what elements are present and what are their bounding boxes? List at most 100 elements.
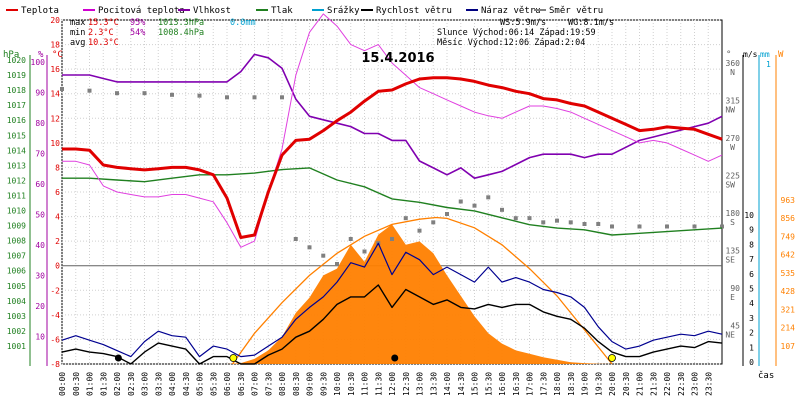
dir-tick-value: 180	[726, 209, 741, 218]
ms-tick-label: 8	[749, 240, 754, 249]
x-tick-label: 00:30	[72, 372, 81, 396]
hpa-tick-label: 1005	[7, 282, 26, 291]
pct-tick-label: 10	[35, 333, 45, 342]
x-tick-label: 07:00	[251, 372, 260, 396]
temp-tick-label: 20	[50, 16, 60, 25]
x-tick-label: 01:00	[86, 372, 95, 396]
series-feels-like	[62, 13, 723, 248]
temp-tick-label: 10	[50, 139, 60, 148]
x-tick-label: 13:30	[429, 372, 438, 396]
ms-tick-label: 7	[749, 255, 754, 264]
series-temperature	[62, 76, 723, 239]
w-axis-label: W	[778, 50, 784, 60]
x-tick-label: 05:30	[209, 372, 218, 396]
hpa-tick-label: 1010	[7, 207, 26, 216]
hpa-tick-label: 1002	[7, 327, 26, 336]
w-tick-label: 214	[781, 324, 796, 333]
x-tick-label: 17:00	[526, 372, 535, 396]
temp-axis-label: °C	[52, 50, 63, 60]
mm-axis-label: mm	[760, 50, 770, 59]
x-tick-label: 15:00	[471, 372, 480, 396]
legend-label: Vlhkost	[193, 6, 231, 16]
x-tick-label: 04:00	[168, 372, 177, 396]
x-tick-label: 14:30	[457, 372, 466, 396]
stats-pressure: 1008.4hPa	[158, 28, 204, 38]
temp-tick-label: 12	[50, 114, 60, 123]
stats-humidity: 95%	[130, 18, 145, 28]
wind-direction-point	[348, 237, 353, 241]
hpa-tick-label: 1006	[7, 267, 26, 276]
wind-direction-point	[445, 212, 449, 216]
stats-humidity: 54%	[130, 28, 145, 38]
hpa-tick-label: 1012	[7, 176, 26, 185]
series-pressure	[62, 167, 723, 236]
hpa-tick-label: 1016	[7, 116, 26, 125]
ms-tick-label: 3	[749, 314, 754, 323]
wind-direction-point	[486, 195, 491, 200]
chart-title: 15.4.2016	[361, 51, 434, 66]
hpa-axis-label: hPa	[3, 50, 19, 60]
stats-wind-gust: WG:8.1m/s	[568, 18, 614, 28]
stats-wind-speed: WS:5.9m/s	[500, 18, 546, 28]
pct-tick-label: 50	[35, 211, 45, 220]
x-tick-label: 23:00	[691, 372, 700, 396]
sunset-marker	[608, 354, 616, 362]
x-tick-label: 04:30	[182, 372, 191, 396]
pct-tick-label: 70	[35, 150, 45, 159]
ms-tick-label: 0	[749, 358, 754, 367]
x-tick-label: 08:30	[292, 372, 301, 396]
temp-tick-label: 16	[50, 65, 60, 74]
temp-tick-label: 14	[50, 90, 60, 99]
temp-tick-label: 18	[50, 41, 60, 50]
wind-direction-point	[720, 224, 724, 229]
x-tick-label: 08:00	[278, 372, 287, 396]
wind-direction-point	[293, 237, 298, 241]
x-tick-label: 03:30	[154, 372, 163, 396]
sunrise-marker	[229, 354, 238, 362]
moonset-marker	[114, 354, 122, 362]
pct-tick-label: 40	[35, 241, 45, 250]
x-tick-label: 20:30	[622, 372, 631, 396]
w-tick-label: 535	[781, 269, 796, 278]
stats-row-label: max	[70, 18, 85, 28]
wind-direction-point	[280, 95, 284, 100]
x-tick-label: 01:30	[99, 372, 108, 396]
stats-row-label: avg	[70, 38, 85, 48]
wind-direction-point	[500, 207, 504, 212]
dir-tick-value: 90	[730, 284, 740, 293]
series-humidity	[62, 53, 723, 179]
series-solar-theoretical	[231, 216, 613, 365]
pct-tick-label: 100	[31, 58, 46, 67]
ms-tick-label: 2	[749, 329, 754, 338]
w-tick-label: 321	[781, 305, 796, 314]
legend-label: Náraz větru	[481, 6, 541, 16]
wind-direction-point	[582, 222, 587, 226]
stats-row-label: min	[70, 28, 85, 38]
series-wind-gust	[61, 242, 723, 358]
x-tick-label: 09:30	[319, 372, 328, 396]
stats-pressure: 1013.3hPa	[158, 18, 204, 28]
dir-tick-compass: W	[730, 143, 735, 152]
ms-tick-label: 10	[744, 211, 754, 220]
hpa-tick-label: 1015	[7, 131, 26, 140]
wind-direction-point	[403, 216, 408, 221]
legend-label: Tlak	[271, 6, 293, 16]
hpa-tick-label: 1017	[7, 101, 26, 110]
w-tick-label: 749	[781, 232, 796, 241]
pct-tick-label: 90	[35, 89, 45, 98]
ms-axis-label: m/s	[743, 50, 758, 59]
x-tick-label: 14:00	[443, 372, 452, 396]
mm-tick-label: 1	[766, 60, 771, 69]
wind-direction-point	[335, 262, 339, 266]
wind-direction-point	[596, 222, 601, 226]
x-tick-label: 19:00	[581, 372, 590, 396]
x-tick-label: 00:00	[58, 372, 67, 396]
dir-tick-compass: NE	[725, 331, 735, 340]
hpa-tick-label: 1013	[7, 161, 26, 170]
x-tick-label: 21:00	[636, 372, 645, 396]
wind-direction-point	[527, 216, 532, 221]
pct-axis-label: %	[38, 50, 44, 60]
x-axis-label: čas	[758, 370, 774, 381]
